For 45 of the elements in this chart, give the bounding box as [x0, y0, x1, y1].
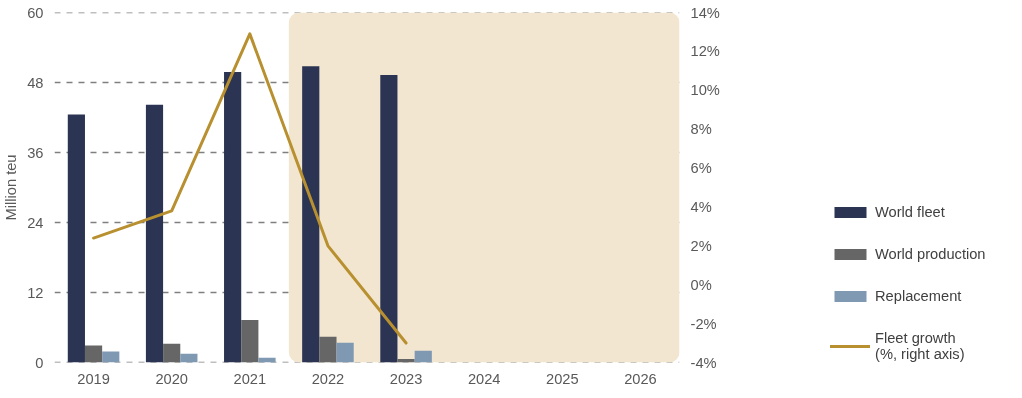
y2-tick-label: 8% — [690, 121, 712, 138]
legend-label: World production — [875, 246, 987, 262]
x-tick-label: 2022 — [311, 370, 345, 387]
bar — [397, 359, 415, 363]
bar — [224, 72, 242, 363]
y-tick-label: 12 — [27, 284, 44, 301]
y2-tick-label: 14% — [690, 4, 720, 21]
bar — [336, 342, 354, 363]
y2-tick-label: 10% — [690, 82, 720, 99]
y2-tick-label: 12% — [690, 43, 720, 60]
legend-label: Fleet growth (%, right axis) — [875, 330, 966, 362]
y2-tick-label: -2% — [690, 315, 717, 332]
bar — [102, 351, 120, 363]
y2-tick-label: -4% — [690, 354, 717, 371]
bar — [380, 74, 398, 363]
y-tick-label: 36 — [27, 144, 44, 161]
x-tick-label: 2023 — [389, 370, 423, 387]
x-tick-label: 2021 — [233, 370, 267, 387]
y-tick-label: 24 — [27, 214, 44, 231]
y2-tick-label: 4% — [690, 198, 712, 215]
y2-tick-label: 0% — [690, 276, 712, 293]
bar — [67, 114, 85, 363]
y-axis-title: Million teu — [3, 154, 20, 221]
x-tick-label: 2020 — [155, 370, 188, 387]
line-series — [92, 32, 408, 345]
bar — [302, 66, 320, 363]
y-tick-label: 60 — [27, 4, 44, 21]
bar — [84, 345, 103, 363]
y-tick-label: 48 — [27, 74, 44, 91]
y2-tick-label: 6% — [690, 160, 712, 177]
x-tick-label: 2025 — [546, 370, 579, 387]
x-tick-label: 2019 — [77, 370, 110, 387]
bar — [163, 343, 181, 363]
bar — [145, 104, 164, 363]
legend-label: World fleet — [875, 204, 946, 220]
bar — [241, 319, 259, 363]
x-tick-label: 2024 — [467, 370, 501, 387]
bar — [414, 350, 432, 363]
x-tick-label: 2026 — [624, 370, 657, 387]
bar — [180, 353, 198, 363]
y2-tick-label: 2% — [690, 237, 712, 254]
bar — [258, 357, 276, 363]
legend-label: Replacement — [875, 288, 963, 304]
y-tick-label: 0 — [35, 354, 44, 371]
bar — [319, 336, 337, 363]
